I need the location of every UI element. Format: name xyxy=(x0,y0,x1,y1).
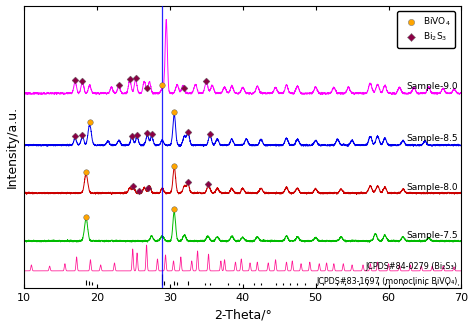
Text: Sample-9.0: Sample-9.0 xyxy=(406,82,458,91)
Y-axis label: Intensity/a.u.: Intensity/a.u. xyxy=(6,106,18,188)
Text: JCPDS#83-1697 (monoclinic BiVO₄): JCPDS#83-1697 (monoclinic BiVO₄) xyxy=(316,277,458,286)
Text: Sample-8.5: Sample-8.5 xyxy=(406,133,458,143)
Text: JCPDS#84-0279 (Bi₂S₃): JCPDS#84-0279 (Bi₂S₃) xyxy=(366,262,458,271)
Legend: BiVO$_4$, Bi$_2$S$_3$: BiVO$_4$, Bi$_2$S$_3$ xyxy=(397,11,455,48)
Text: Sample-8.0: Sample-8.0 xyxy=(406,183,458,192)
X-axis label: 2-Theta/°: 2-Theta/° xyxy=(214,308,272,321)
Text: Sample-7.5: Sample-7.5 xyxy=(406,231,458,240)
